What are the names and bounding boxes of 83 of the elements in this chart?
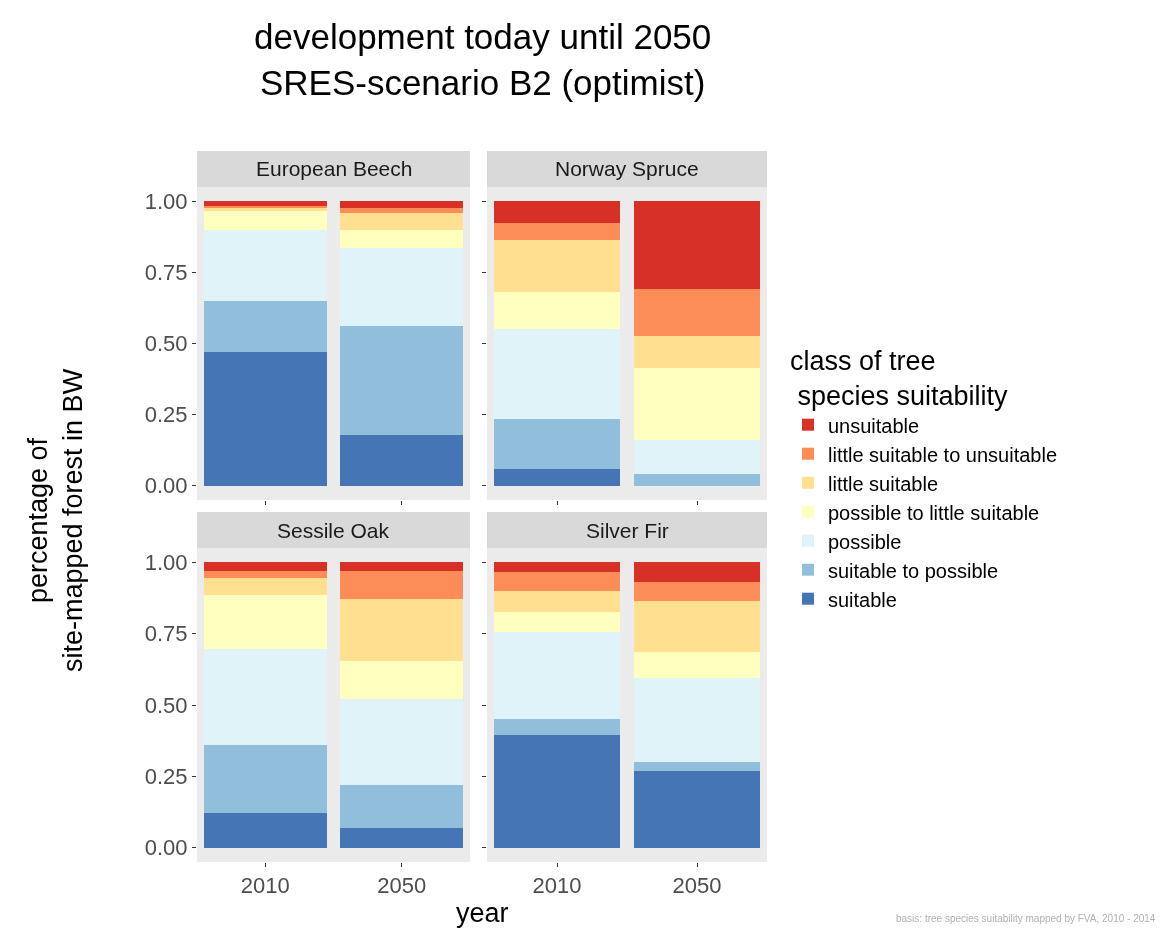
bar bbox=[634, 762, 760, 771]
bar bbox=[203, 595, 327, 650]
chart-title: Sessile Oak bbox=[277, 519, 390, 542]
y-tick-label: 0.00 bbox=[144, 835, 188, 861]
x-tick-label: 2050 bbox=[377, 873, 427, 899]
legend-label: unsuitable bbox=[828, 414, 920, 437]
bar bbox=[340, 434, 464, 486]
legend-label: suitable to possible bbox=[828, 559, 999, 582]
bar bbox=[494, 734, 620, 848]
chart-title: European Beech bbox=[256, 157, 413, 180]
y-tick-label: 0.75 bbox=[144, 621, 188, 647]
bar bbox=[340, 784, 464, 828]
y-tick-label: 0.00 bbox=[144, 473, 188, 499]
bar bbox=[340, 229, 464, 249]
bar bbox=[634, 440, 760, 475]
bar bbox=[203, 229, 327, 301]
bar bbox=[634, 600, 760, 653]
bar bbox=[634, 652, 760, 678]
chart-title: Norway Spruce bbox=[555, 157, 699, 180]
bar bbox=[634, 474, 760, 486]
bar bbox=[203, 577, 327, 596]
bar bbox=[494, 292, 620, 330]
bar bbox=[634, 770, 760, 848]
bar bbox=[494, 468, 620, 486]
bar bbox=[634, 289, 760, 337]
legend-label: little suitable to unsuitable bbox=[828, 443, 1058, 466]
bar bbox=[203, 201, 327, 206]
bar bbox=[494, 612, 620, 633]
bar bbox=[340, 699, 464, 785]
bar bbox=[340, 599, 464, 661]
bar bbox=[494, 222, 620, 240]
bar bbox=[340, 660, 464, 700]
bar bbox=[494, 562, 620, 573]
y-tick-label: 1.00 bbox=[144, 188, 188, 214]
bar bbox=[494, 418, 620, 469]
y-tick-label: 0.75 bbox=[144, 260, 188, 286]
bar bbox=[494, 719, 620, 735]
bar bbox=[340, 827, 464, 848]
bar bbox=[634, 562, 760, 583]
bar bbox=[203, 649, 327, 745]
bar bbox=[634, 367, 760, 441]
bar bbox=[494, 572, 620, 591]
bar bbox=[340, 326, 464, 435]
bar bbox=[494, 329, 620, 419]
bar bbox=[634, 201, 760, 290]
text: basis: tree species suitability mapped by FVA, 2010 - 2014 bbox=[896, 913, 1156, 924]
bar bbox=[203, 570, 327, 578]
bar bbox=[203, 300, 327, 353]
legend-label: possible bbox=[828, 530, 902, 553]
legend-label: little suitable bbox=[828, 472, 939, 495]
bar bbox=[340, 570, 464, 600]
bar bbox=[203, 211, 327, 230]
y-tick-label: 0.50 bbox=[144, 331, 188, 357]
x-tick-label: 2050 bbox=[672, 873, 722, 899]
bar bbox=[340, 562, 464, 571]
bar bbox=[203, 813, 327, 848]
bar bbox=[494, 201, 620, 223]
y-axis-title: percentage of site-mapped forest in BW bbox=[23, 368, 89, 672]
bar bbox=[634, 336, 760, 368]
bar bbox=[494, 590, 620, 613]
bar bbox=[203, 744, 327, 814]
legend-title: class of tree species suitability bbox=[790, 346, 1009, 412]
x-axis-title: year bbox=[456, 898, 509, 928]
bar bbox=[340, 212, 464, 230]
chart-title: Silver Fir bbox=[586, 519, 669, 542]
y-tick-label: 0.50 bbox=[144, 692, 188, 718]
bar bbox=[634, 582, 760, 601]
y-tick-label: 0.25 bbox=[144, 764, 188, 790]
text: development today until 2050 SRES-scenario B2 (optimist) bbox=[254, 17, 712, 102]
bar bbox=[494, 239, 620, 293]
y-tick-label: 1.00 bbox=[144, 549, 188, 575]
y-tick-label: 0.25 bbox=[144, 402, 188, 428]
bar bbox=[340, 208, 464, 213]
bar bbox=[340, 201, 464, 209]
x-tick-label: 2010 bbox=[240, 873, 290, 899]
bar bbox=[340, 248, 464, 327]
bar bbox=[634, 677, 760, 763]
bar bbox=[494, 632, 620, 720]
legend-label: possible to little suitable bbox=[828, 501, 1040, 524]
x-tick-label: 2010 bbox=[532, 873, 582, 899]
legend-label: suitable bbox=[828, 588, 897, 611]
bar bbox=[203, 352, 327, 486]
bar bbox=[203, 562, 327, 571]
